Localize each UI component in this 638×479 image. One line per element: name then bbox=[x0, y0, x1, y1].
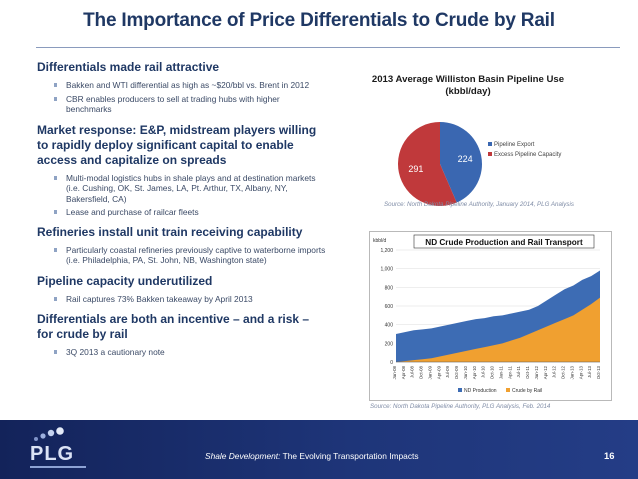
pie-slice-pipeline-export bbox=[440, 122, 482, 203]
section-heading: Pipeline capacity underutilized bbox=[37, 273, 213, 288]
bullet-item: Multi-modal logistics hubs in shale play… bbox=[37, 173, 327, 205]
series-area-crude-by-rail bbox=[396, 297, 600, 362]
slide-title: The Importance of Price Differentials to… bbox=[83, 10, 555, 31]
y-tick-label: 800 bbox=[385, 285, 394, 291]
section-1: Differentials made rail attractive Bakke… bbox=[37, 60, 327, 115]
y-tick-label: 600 bbox=[385, 304, 394, 310]
chart-title-box bbox=[413, 234, 595, 249]
bullet-item: CBR enables producers to sell at trading… bbox=[37, 94, 327, 115]
x-tick-label: Oct-10 bbox=[490, 365, 495, 379]
legend-swatch-export bbox=[488, 142, 492, 146]
section-heading: Differentials made rail attractive bbox=[37, 60, 220, 74]
x-tick-label: Jul-08 bbox=[410, 365, 415, 378]
pipeline-use-pie-chart: 2013 Average Williston Basin Pipeline Us… bbox=[370, 72, 618, 220]
bullet-item: 3Q 2013 a cautionary note bbox=[37, 347, 327, 358]
footer-title-italic: Shale Development: bbox=[205, 451, 281, 461]
x-tick-label: Oct-12 bbox=[561, 365, 566, 379]
x-tick-label: Oct-13 bbox=[596, 365, 601, 379]
section-heading: Market response: E&P, midstream players … bbox=[37, 122, 317, 167]
section-heading: Refineries install unit train receiving … bbox=[37, 224, 303, 239]
content-column: Differentials made rail attractive Bakke… bbox=[37, 60, 327, 358]
x-tick-label: Jul-10 bbox=[481, 365, 486, 378]
x-tick-label: Apr-09 bbox=[436, 365, 441, 379]
x-tick-label: Jul-09 bbox=[445, 365, 450, 378]
logo-underline bbox=[30, 466, 86, 470]
bullet-item: Lease and purchase of railcar fleets bbox=[37, 207, 327, 218]
x-tick-label: Jul-13 bbox=[587, 365, 592, 378]
bullet-item: Rail captures 73% Bakken takeaway by Apr… bbox=[37, 294, 327, 305]
pie-title: 2013 Average Williston Basin Pipeline Us… bbox=[371, 74, 565, 97]
section-4: Pipeline capacity underutilized Rail cap… bbox=[37, 274, 327, 305]
y-tick-label: 1,200 bbox=[380, 248, 393, 254]
x-tick-label: Jul-11 bbox=[516, 365, 521, 377]
legend-swatch-excess bbox=[488, 152, 492, 156]
area-source-note: Source: North Dakota Pipeline Authority,… bbox=[370, 403, 551, 410]
pie-svg: 224 291 Pipeline Export Excess Pipeline … bbox=[398, 122, 561, 206]
pie-data-label-export: 224 bbox=[458, 154, 473, 164]
x-tick-label: Oct-09 bbox=[454, 365, 459, 379]
x-tick-label: Apr-12 bbox=[543, 365, 548, 379]
footer-bar bbox=[0, 420, 638, 479]
x-tick-label: Jan-13 bbox=[569, 365, 574, 379]
footer-title: Shale Development: The Evolving Transpor… bbox=[205, 451, 419, 461]
bullet-item: Particularly coastal refineries previous… bbox=[37, 245, 327, 266]
x-tick-label: Oct-08 bbox=[419, 365, 424, 379]
section-5: Differentials are both an incentive – an… bbox=[37, 312, 327, 358]
bullet-item: Bakken and WTI differential as high as ~… bbox=[37, 80, 327, 91]
area-svg: ND Crude Production and Rail Transport kb… bbox=[373, 234, 601, 394]
logo-dots-icon bbox=[34, 427, 64, 441]
title-divider bbox=[36, 47, 620, 48]
footer-title-rest: The Evolving Transportation Impacts bbox=[280, 451, 419, 461]
x-tick-label: Jan-11 bbox=[498, 365, 503, 379]
production-rail-area-chart: ND Crude Production and Rail Transport kb… bbox=[369, 231, 612, 401]
section-heading: Differentials are both an incentive – an… bbox=[37, 312, 310, 341]
legend-swatch-rail bbox=[506, 388, 510, 392]
y-tick-label: 0 bbox=[390, 360, 393, 366]
x-tick-label: Oct-11 bbox=[525, 365, 530, 378]
legend-swatch-nd bbox=[458, 388, 462, 392]
y-tick-label: 1,000 bbox=[380, 267, 393, 273]
x-tick-label: Apr-10 bbox=[472, 365, 477, 379]
chart-title: ND Crude Production and Rail Transport bbox=[425, 238, 583, 247]
page-number: 16 bbox=[604, 450, 615, 461]
x-tick-label: Apr-08 bbox=[401, 365, 406, 379]
y-tick-label: 400 bbox=[385, 323, 394, 329]
legend-label-excess: Excess Pipeline Capacity bbox=[494, 152, 561, 158]
pie-slice-excess-capacity bbox=[398, 122, 457, 206]
x-tick-label: Jul-12 bbox=[552, 365, 557, 378]
pie-data-label-excess: 291 bbox=[408, 164, 423, 174]
section-2: Market response: E&P, midstream players … bbox=[37, 123, 327, 218]
pie-source-note: Source: North Dakota Pipeline Authority,… bbox=[384, 201, 574, 208]
x-tick-label: Apr-11 bbox=[507, 365, 512, 378]
y-axis-label: kbbl/d bbox=[373, 238, 387, 244]
legend-label-export: Pipeline Export bbox=[494, 142, 535, 148]
x-tick-label: Jan-08 bbox=[392, 365, 397, 379]
logo-wordmark: PLG bbox=[30, 443, 75, 465]
x-tick-label: Jan-09 bbox=[427, 365, 432, 379]
x-tick-label: Jan-12 bbox=[534, 365, 539, 379]
x-tick-label: Jan-10 bbox=[463, 365, 468, 379]
legend-label-nd: ND Production bbox=[464, 388, 497, 394]
legend-label-rail: Crude by Rail bbox=[512, 388, 542, 394]
y-tick-label: 200 bbox=[385, 341, 394, 347]
section-3: Refineries install unit train receiving … bbox=[37, 225, 327, 266]
x-tick-label: Apr-13 bbox=[578, 365, 583, 379]
